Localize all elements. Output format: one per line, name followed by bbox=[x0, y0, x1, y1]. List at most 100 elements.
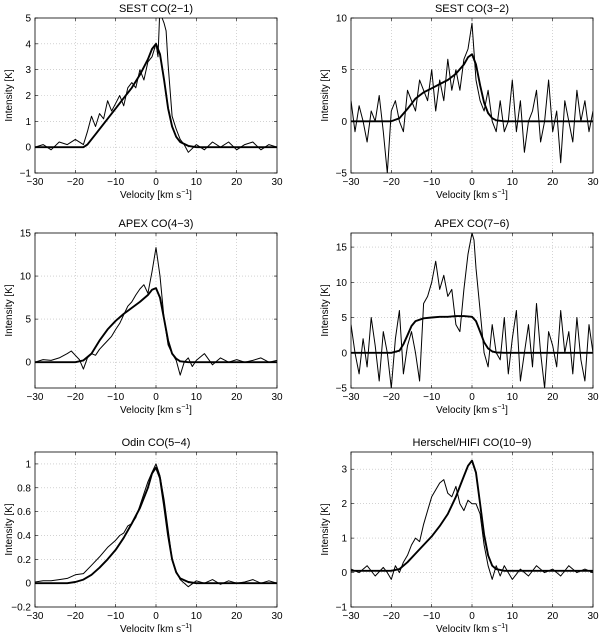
x-tick-label: 10 bbox=[507, 392, 519, 403]
model-spectrum-line bbox=[35, 466, 277, 585]
x-tick-label: 20 bbox=[231, 611, 243, 622]
x-tick-label: 0 bbox=[153, 177, 159, 188]
x-tick-label: −10 bbox=[423, 177, 440, 188]
y-tick-label: −1 bbox=[336, 603, 348, 614]
y-tick-label: 0.2 bbox=[17, 555, 31, 566]
x-tick-label: 30 bbox=[271, 392, 283, 403]
x-tick-label: 0 bbox=[153, 392, 159, 403]
y-tick-label: 10 bbox=[336, 14, 348, 25]
x-tick-label: 30 bbox=[587, 611, 599, 622]
x-axis-label: Velocity [km s−1] bbox=[120, 189, 192, 201]
x-tick-label: 30 bbox=[587, 392, 599, 403]
y-tick-label: 1 bbox=[25, 459, 31, 470]
x-tick-label: 20 bbox=[547, 392, 559, 403]
x-tick-label: −30 bbox=[343, 392, 360, 403]
x-tick-label: 10 bbox=[191, 392, 203, 403]
y-tick-label: 15 bbox=[336, 243, 348, 254]
y-tick-label: 0 bbox=[341, 117, 347, 128]
panel-title: APEX CO(7−6) bbox=[435, 218, 510, 230]
y-tick-label: −1 bbox=[20, 169, 32, 180]
panel-title: APEX CO(4−3) bbox=[119, 218, 194, 230]
panel-title: SEST CO(3−2) bbox=[435, 3, 509, 15]
y-tick-label: 2 bbox=[25, 91, 31, 102]
x-tick-label: 30 bbox=[271, 611, 283, 622]
y-axis-label: Intensity [K] bbox=[4, 284, 15, 336]
y-tick-label: 0.8 bbox=[17, 483, 31, 494]
y-tick-label: 2 bbox=[341, 499, 347, 510]
panel-4: −30 −20 −10 0 10 20 30 −5 0 5 10 15 APEX CO(7−6) Velo… bbox=[320, 218, 599, 416]
x-tick-label: −30 bbox=[27, 611, 44, 622]
y-tick-label: −5 bbox=[336, 169, 348, 180]
x-tick-label: −10 bbox=[107, 392, 124, 403]
x-tick-label: 30 bbox=[271, 177, 283, 188]
x-tick-label: 30 bbox=[587, 177, 599, 188]
y-tick-label: 0.6 bbox=[17, 507, 31, 518]
x-tick-label: −10 bbox=[107, 177, 124, 188]
y-tick-label: 0.4 bbox=[17, 531, 31, 542]
x-tick-label: −30 bbox=[27, 177, 44, 188]
x-axis-label: Velocity [km s−1] bbox=[436, 404, 508, 416]
y-tick-label: 10 bbox=[20, 272, 32, 283]
y-tick-label: 10 bbox=[336, 278, 348, 289]
x-tick-label: −10 bbox=[423, 392, 440, 403]
panel-title: SEST CO(2−1) bbox=[119, 3, 193, 15]
x-tick-label: 20 bbox=[231, 177, 243, 188]
y-axis-label: Intensity [K] bbox=[320, 284, 331, 336]
axes-frame bbox=[34, 232, 278, 389]
x-tick-label: −20 bbox=[383, 611, 400, 622]
x-tick-label: 20 bbox=[547, 611, 559, 622]
x-tick-label: −20 bbox=[383, 392, 400, 403]
y-tick-label: 15 bbox=[20, 229, 32, 240]
panel-title: Odin CO(5−4) bbox=[122, 437, 191, 449]
x-axis-label: Velocity [km s−1] bbox=[120, 623, 192, 632]
y-tick-label: 5 bbox=[341, 65, 347, 76]
model-spectrum-line bbox=[35, 287, 277, 364]
y-tick-label: 5 bbox=[25, 315, 31, 326]
observed-spectrum-line bbox=[35, 18, 277, 153]
y-tick-label: 0 bbox=[25, 579, 31, 590]
model-spectrum-line bbox=[35, 42, 277, 149]
y-tick-label: 0 bbox=[341, 568, 347, 579]
y-axis-label: Intensity [K] bbox=[320, 503, 331, 555]
x-tick-label: 0 bbox=[469, 177, 475, 188]
x-axis-label: Velocity [km s−1] bbox=[436, 189, 508, 201]
y-tick-label: 5 bbox=[25, 14, 31, 25]
x-tick-label: 10 bbox=[507, 177, 519, 188]
x-axis-label: Velocity [km s−1] bbox=[436, 623, 508, 632]
y-tick-label: 1 bbox=[341, 534, 347, 545]
y-axis-label: Intensity [K] bbox=[4, 69, 15, 121]
panel-title: Herschel/HIFI CO(10−9) bbox=[413, 437, 532, 449]
y-tick-label: −5 bbox=[336, 384, 348, 395]
panel-5: −30 −20 −10 0 10 20 30 −0.2 0 0.2 0.4 0.6 0.8 1 Odin C… bbox=[4, 437, 283, 632]
model-spectrum-line bbox=[351, 315, 593, 354]
y-tick-label: 5 bbox=[341, 313, 347, 324]
model-spectrum-line bbox=[351, 53, 593, 123]
x-tick-label: −20 bbox=[383, 177, 400, 188]
x-tick-label: 10 bbox=[191, 611, 203, 622]
x-tick-label: 10 bbox=[191, 177, 203, 188]
x-tick-label: −20 bbox=[67, 392, 84, 403]
observed-spectrum-line bbox=[351, 22, 593, 173]
x-tick-label: −10 bbox=[107, 611, 124, 622]
y-tick-label: 0 bbox=[25, 143, 31, 154]
y-axis-label: Intensity [K] bbox=[320, 69, 331, 121]
x-tick-label: −20 bbox=[67, 611, 84, 622]
x-tick-label: −20 bbox=[67, 177, 84, 188]
x-tick-label: 10 bbox=[507, 611, 519, 622]
x-tick-label: 20 bbox=[231, 392, 243, 403]
x-tick-label: 0 bbox=[153, 611, 159, 622]
x-tick-label: 0 bbox=[469, 392, 475, 403]
x-tick-label: −30 bbox=[343, 611, 360, 622]
x-tick-label: −30 bbox=[343, 177, 360, 188]
y-tick-label: 1 bbox=[25, 117, 31, 128]
model-spectrum-line bbox=[351, 459, 593, 572]
x-tick-label: −30 bbox=[27, 392, 44, 403]
y-tick-label: 0 bbox=[341, 348, 347, 359]
axes-frame bbox=[350, 451, 594, 608]
panel-3: −30 −20 −10 0 10 20 30 0 5 10 15 APEX CO(4−3) Veloci… bbox=[4, 218, 283, 416]
y-tick-label: 3 bbox=[341, 465, 347, 476]
y-tick-label: 0 bbox=[25, 358, 31, 369]
